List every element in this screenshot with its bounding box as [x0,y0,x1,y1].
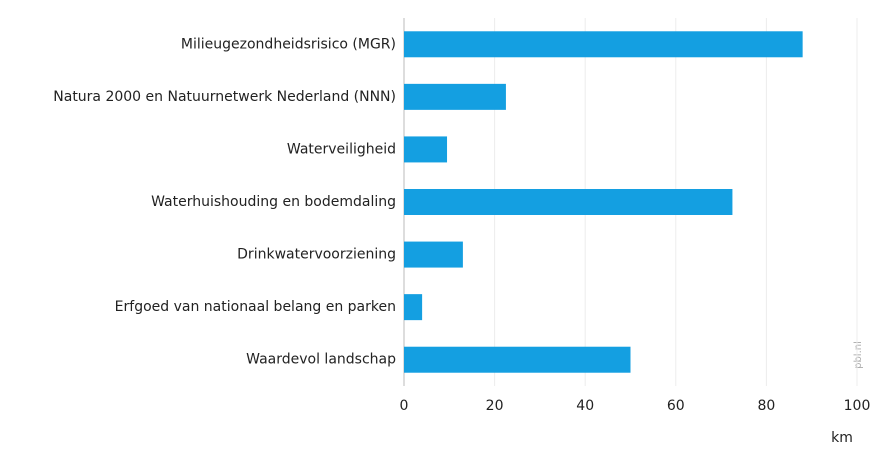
x-tick-label: 100 [844,398,871,414]
y-tick-label: Erfgoed van nationaal belang en parken [115,299,396,315]
y-tick-label: Waterhuishouding en bodemdaling [151,194,396,210]
y-tick-label: Natura 2000 en Natuurnetwerk Nederland (… [53,89,396,105]
source-label: pbl.nl [853,341,864,369]
bar [404,136,448,163]
y-tick-label: Drinkwatervoorziening [237,247,396,263]
x-tick-label: 40 [576,398,594,414]
y-tick-label: Milieugezondheidsrisico (MGR) [181,36,396,52]
x-tick-label: 60 [667,398,685,414]
y-tick-label: Waterveiligheid [287,141,396,157]
x-tick-label: 20 [486,398,504,414]
y-tick-label: Waardevol landschap [246,352,396,368]
x-tick-label: 0 [400,398,409,414]
bar [404,294,423,321]
bar [404,31,803,58]
bar [404,241,463,268]
bar [404,189,733,215]
bar [404,346,631,373]
x-tick-label: 80 [757,398,775,414]
bar [404,83,506,110]
x-axis-label: km [831,430,853,446]
